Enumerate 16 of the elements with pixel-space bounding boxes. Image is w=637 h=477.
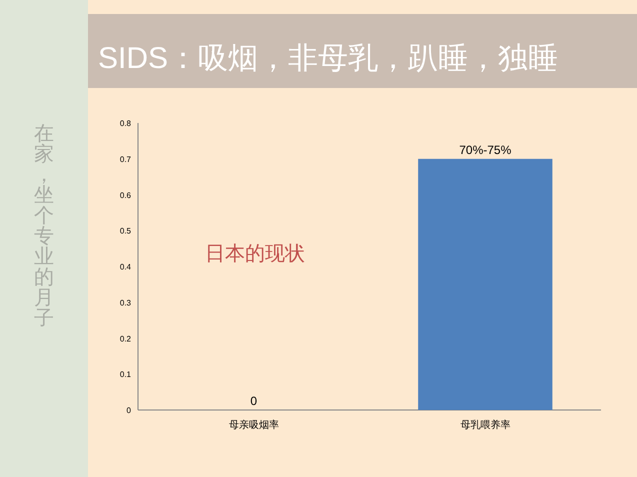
y-tick-label: 0.3 <box>120 298 132 308</box>
y-tick-label: 0.8 <box>120 119 132 128</box>
y-tick-label: 0.7 <box>120 154 132 164</box>
y-tick-label: 0.5 <box>120 226 132 236</box>
data-label: 0 <box>250 394 258 408</box>
annotation: 日本的现状 <box>205 243 305 265</box>
x-tick-label: 母亲吸烟率 <box>228 419 279 431</box>
y-tick-label: 0.4 <box>120 262 132 272</box>
text: 在家，坐个专业的月子 <box>34 123 54 330</box>
y-tick-label: 0.6 <box>120 190 132 200</box>
y-tick-label: 0.1 <box>120 370 132 380</box>
x-tick-label: 母乳喂养率 <box>460 419 510 431</box>
data-label: 70%-75% <box>459 142 512 157</box>
y-tick-label: 0.2 <box>120 334 132 344</box>
y-tick-label: 0 <box>126 406 132 415</box>
chart-title: SIDS：吸烟，非母乳，趴睡，独睡 <box>98 42 558 75</box>
